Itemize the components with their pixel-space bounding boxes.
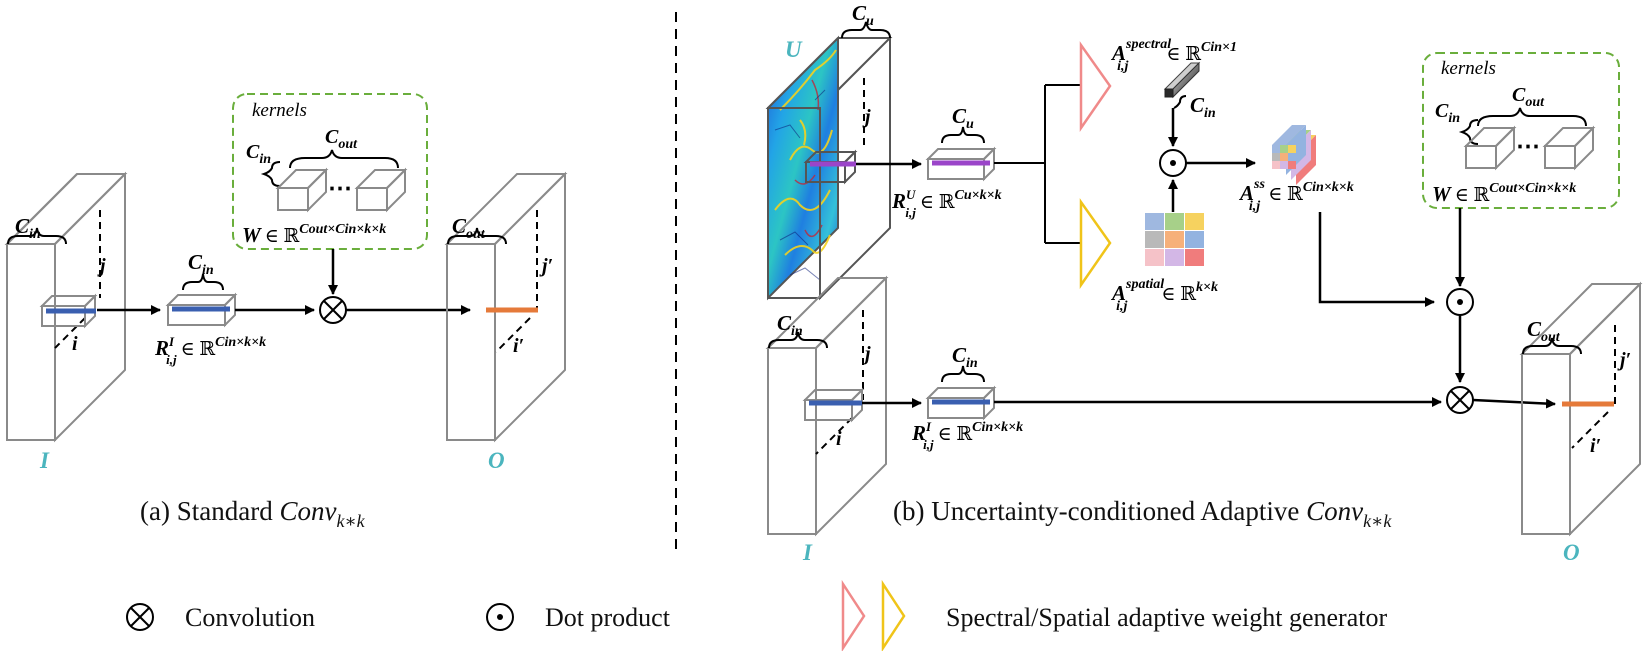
panel-b: Cu j U Cu RU i,j ∈ ℝCu×k×k bbox=[765, 1, 1643, 565]
kernel-cube-b-1 bbox=[1463, 125, 1517, 171]
cin-label-b-ri: Cin bbox=[952, 343, 978, 371]
kernels-label-b: kernels bbox=[1441, 58, 1496, 79]
output-volume-a bbox=[444, 171, 568, 443]
w-expression-b: W ∈ ℝCout×Cin×k×k bbox=[1432, 181, 1576, 206]
dot-product-icon-b-bottom bbox=[1446, 288, 1474, 316]
dot-product-icon-b-top bbox=[1159, 149, 1187, 177]
jp-index-b: j′ bbox=[1617, 349, 1631, 371]
j-index-a: j bbox=[97, 255, 106, 277]
cu-label-b-ru: Cu bbox=[952, 104, 974, 132]
input-label-a: I bbox=[39, 448, 50, 473]
cout-label-b-output: Cout bbox=[1527, 317, 1561, 345]
kernel-dots-b: ⋯ bbox=[1516, 134, 1540, 160]
a-spatial-expression: Aspatial i,j∈ ℝk×k bbox=[1110, 277, 1218, 314]
convolution-icon-a bbox=[319, 296, 347, 324]
caption-b: (b) Uncertainty-conditioned Adaptive Con… bbox=[893, 496, 1392, 531]
ip-index-b: i′ bbox=[1590, 435, 1601, 457]
cu-label-b-volume: Cu bbox=[852, 1, 874, 29]
kernel-cube-b-2 bbox=[1542, 125, 1596, 171]
patch-a bbox=[39, 293, 98, 329]
patch-b-input bbox=[802, 387, 865, 423]
input-volume-b bbox=[765, 275, 889, 537]
r-expression-a: RI i,j ∈ ℝCin×k×k bbox=[154, 334, 266, 367]
output-label-b: O bbox=[1563, 540, 1580, 565]
dot-product-legend-label: Dot product bbox=[545, 603, 671, 632]
convolution-icon-b bbox=[1446, 386, 1474, 414]
r-patch-a bbox=[165, 292, 238, 328]
legend: Convolution Dot product Spectral/Spatial… bbox=[126, 579, 1387, 651]
kernel-cube-a-1 bbox=[275, 167, 329, 213]
cout-label-b-kernels: Cout bbox=[1512, 84, 1545, 110]
a-ss-expression: Ass i,j∈ ℝCin×k×k bbox=[1238, 177, 1354, 214]
kernel-dots-a: ⋯ bbox=[328, 176, 352, 202]
ri-expression-b: RI i,j ∈ ℝCin×k×k bbox=[911, 419, 1023, 452]
ru-patch bbox=[925, 146, 997, 182]
cin-label-a-kernels: Cin bbox=[246, 141, 271, 167]
spectral-legend-triangle bbox=[841, 579, 866, 651]
j-index-b: j bbox=[862, 343, 871, 365]
dot-product-legend-icon bbox=[486, 603, 514, 631]
jp-index-a: j′ bbox=[539, 255, 553, 277]
panel-a: Cin j i I Cin RI i,j ∈ ℝCin×k×k kernels Co… bbox=[4, 93, 568, 531]
spectral-generator-triangle bbox=[1079, 41, 1112, 133]
w-expression-a: W ∈ ℝCout×Cin×k×k bbox=[242, 222, 386, 247]
spatial-weight-grid bbox=[1145, 213, 1204, 266]
uncertainty-volume bbox=[765, 35, 893, 301]
j-index-b-u: j bbox=[862, 106, 871, 128]
convolution-legend-label: Convolution bbox=[185, 603, 315, 632]
ip-index-a: i′ bbox=[513, 335, 524, 357]
i-index-a: i bbox=[72, 333, 78, 355]
input-volume-a bbox=[4, 171, 128, 443]
input-label-b: I bbox=[802, 540, 813, 565]
cin-label-a-r: Cin bbox=[188, 250, 214, 278]
a-spectral-expression: Aspectral i,j∈ ℝCin×1 bbox=[1110, 37, 1237, 74]
caption-a: (a) Standard Convk∗k bbox=[140, 496, 366, 531]
ri-patch-b bbox=[925, 385, 997, 421]
u-label: U bbox=[785, 37, 803, 62]
spectral-vector-icon bbox=[1163, 61, 1201, 99]
cout-label-a-output: Cout bbox=[452, 214, 486, 242]
kernel-cube-a-2 bbox=[354, 167, 408, 213]
output-volume-b bbox=[1519, 281, 1643, 537]
i-index-b: i bbox=[836, 428, 842, 450]
kernels-box-a bbox=[232, 93, 428, 250]
convolution-legend-icon bbox=[126, 603, 154, 631]
generator-legend-label: Spectral/Spatial adaptive weight generat… bbox=[946, 603, 1387, 632]
spectral-spatial-weight-icon bbox=[1272, 125, 1316, 185]
cin-label-a-input: Cin bbox=[15, 214, 41, 242]
kernels-box-b bbox=[1422, 52, 1620, 209]
output-label-a: O bbox=[488, 448, 505, 473]
cin-label-b-spectral: Cin bbox=[1190, 93, 1216, 121]
kernels-label-a: kernels bbox=[252, 100, 307, 121]
spatial-legend-triangle bbox=[881, 579, 906, 651]
cout-label-a-kernels: Cout bbox=[325, 126, 358, 152]
spatial-generator-triangle bbox=[1079, 198, 1112, 290]
cin-label-b-input: Cin bbox=[777, 311, 803, 339]
ru-expression: RU i,j ∈ ℝCu×k×k bbox=[891, 187, 1002, 220]
cin-label-b-kernels: Cin bbox=[1435, 100, 1460, 126]
